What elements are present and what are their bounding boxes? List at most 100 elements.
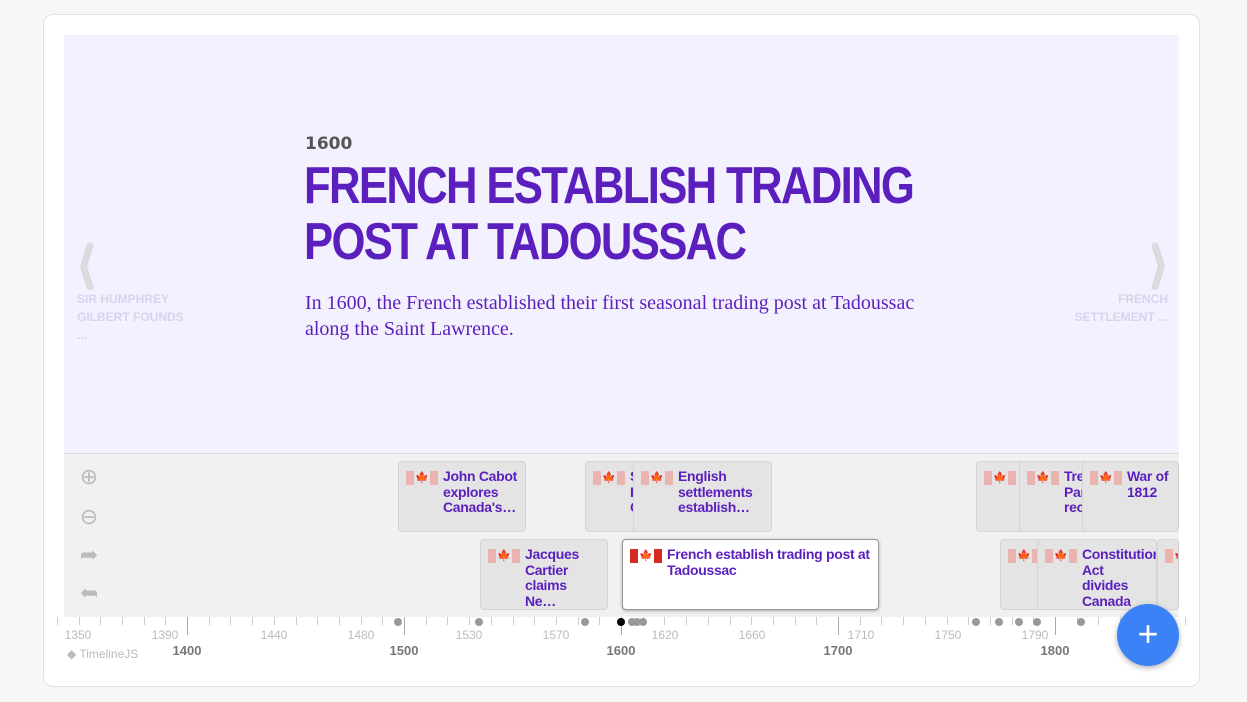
axis-tick [382, 617, 384, 625]
slide-text: In 1600, the French established their fi… [305, 292, 915, 340]
axis-tick [534, 617, 536, 625]
event-marker[interactable] [628, 618, 636, 626]
canada-flag-icon: 🍁 [641, 471, 673, 485]
add-button[interactable]: + [1117, 604, 1179, 666]
axis-tick [208, 617, 210, 625]
canada-flag-icon: 🍁 [1165, 549, 1178, 563]
axis-minor-label: 1480 [347, 628, 375, 642]
axis-tick [1011, 617, 1013, 625]
axis-minor-label: 1530 [455, 628, 483, 642]
axis-tick [273, 617, 275, 625]
chevron-left-icon: ⟨ [77, 237, 97, 293]
prev-slide-button[interactable]: ⟨ SIR HUMPHREY GILBERT FOUNDS ... [77, 240, 187, 344]
axis-tick [121, 617, 123, 625]
axis-tick [469, 617, 471, 625]
axis-tick [490, 617, 492, 625]
canada-flag-icon: 🍁 [1090, 471, 1122, 485]
axis-minor-label: 1620 [651, 628, 679, 642]
axis-major-label: 1700 [823, 643, 853, 658]
zoom-in-icon[interactable]: ⊕ [79, 464, 99, 489]
event-marker[interactable] [972, 618, 980, 626]
redo-icon[interactable]: ➦ [79, 542, 99, 567]
timeline-card[interactable]: 🍁 [1157, 539, 1179, 610]
next-slide-button[interactable]: ⟩ FRENCH SETTLEMENT ... [1058, 240, 1168, 326]
canada-flag-icon: 🍁 [406, 471, 438, 485]
event-marker[interactable] [475, 618, 483, 626]
axis-tick [165, 617, 167, 625]
axis-tick [751, 617, 753, 625]
event-marker[interactable] [617, 618, 625, 626]
axis-tick [621, 617, 622, 635]
card-title: War of 1812 [1127, 468, 1169, 500]
card-title: English settlements establish… [678, 468, 753, 515]
event-marker[interactable] [394, 618, 402, 626]
axis-tick [903, 617, 905, 625]
axis-tick [252, 617, 254, 625]
event-marker[interactable] [1033, 618, 1041, 626]
time-axis[interactable]: 1350 1390 1440 1480 1530 1570 1620 1660 1710 1750… [56, 617, 1187, 667]
axis-tick [924, 617, 926, 625]
axis-tick [664, 617, 666, 625]
card-title: John Cabot explores Canada's… [443, 468, 517, 515]
axis-tick [772, 617, 774, 625]
axis-tick [317, 617, 319, 625]
axis-tick [838, 617, 839, 635]
event-marker[interactable] [1015, 618, 1023, 626]
axis-tick [143, 617, 145, 625]
zoom-out-icon[interactable]: ⊖ [79, 504, 99, 529]
axis-tick [599, 617, 601, 625]
canada-flag-icon: 🍁 [488, 549, 520, 563]
axis-tick [338, 617, 340, 625]
timeline-card[interactable]: 🍁 English settlements establish… [633, 461, 772, 532]
next-slide-title: FRENCH SETTLEMENT ... [1074, 292, 1168, 324]
card-title: Tre… Par… rec… [1064, 468, 1088, 515]
event-marker[interactable] [1077, 618, 1085, 626]
axis-tick [794, 617, 796, 625]
axis-tick [78, 617, 80, 625]
canada-flag-icon: 🍁 [1027, 471, 1059, 485]
axis-tick [230, 617, 232, 625]
axis-tick [187, 617, 188, 635]
axis-minor-label: 1390 [151, 628, 179, 642]
axis-tick [881, 617, 883, 625]
axis-tick [968, 617, 970, 625]
axis-major-label: 1800 [1040, 643, 1070, 658]
prev-slide-title: SIR HUMPHREY GILBERT FOUNDS ... [77, 292, 184, 342]
axis-tick [447, 617, 449, 625]
timeline-card[interactable]: 🍁 Constitution Act divides Canada [1037, 539, 1157, 610]
axis-minor-label: 1660 [738, 628, 766, 642]
axis-tick [425, 617, 427, 625]
slide [64, 35, 1179, 453]
brand-text: TimelineJS [79, 647, 139, 661]
slide-headline: FRENCH ESTABLISH TRADING POST AT TADOUSS… [304, 157, 915, 271]
event-marker[interactable] [995, 618, 1003, 626]
axis-minor-label: 1750 [934, 628, 962, 642]
timeline-card[interactable]: 🍁 Jacques Cartier claims Ne… [480, 539, 608, 610]
axis-tick [1055, 617, 1056, 635]
axis-tick [989, 617, 991, 625]
axis-tick [577, 617, 579, 625]
event-marker[interactable] [581, 618, 589, 626]
chevron-right-icon: ⟩ [1148, 237, 1168, 293]
axis-minor-label: 1710 [847, 628, 875, 642]
axis-major-label: 1500 [389, 643, 419, 658]
event-marker[interactable] [633, 618, 641, 626]
timeline-card[interactable]: 🍁 John Cabot explores Canada's… [398, 461, 526, 532]
axis-tick [729, 617, 731, 625]
axis-major-label: 1600 [606, 643, 636, 658]
axis-minor-label: 1790 [1021, 628, 1049, 642]
axis-tick [512, 617, 514, 625]
canada-flag-icon: 🍁 [593, 471, 625, 485]
timeline-card[interactable]: 🍁 War of 1812 [1082, 461, 1179, 532]
canada-flag-icon: 🍁 [1008, 549, 1040, 563]
event-marker[interactable] [639, 618, 647, 626]
axis-minor-label: 1570 [542, 628, 570, 642]
undo-icon[interactable]: ➦ [79, 580, 99, 605]
card-title: French establish trading post at Tadouss… [667, 546, 870, 578]
timeline-card[interactable]: 🍁 French establish trading post at Tadous… [622, 539, 879, 610]
timeline-card[interactable]: 🍁 Tre… Par… rec… [1019, 461, 1089, 532]
axis-tick [555, 617, 557, 625]
slide-date: 1600 [305, 134, 353, 154]
axis-minor-label: 1440 [260, 628, 288, 642]
axis-tick [404, 617, 405, 635]
